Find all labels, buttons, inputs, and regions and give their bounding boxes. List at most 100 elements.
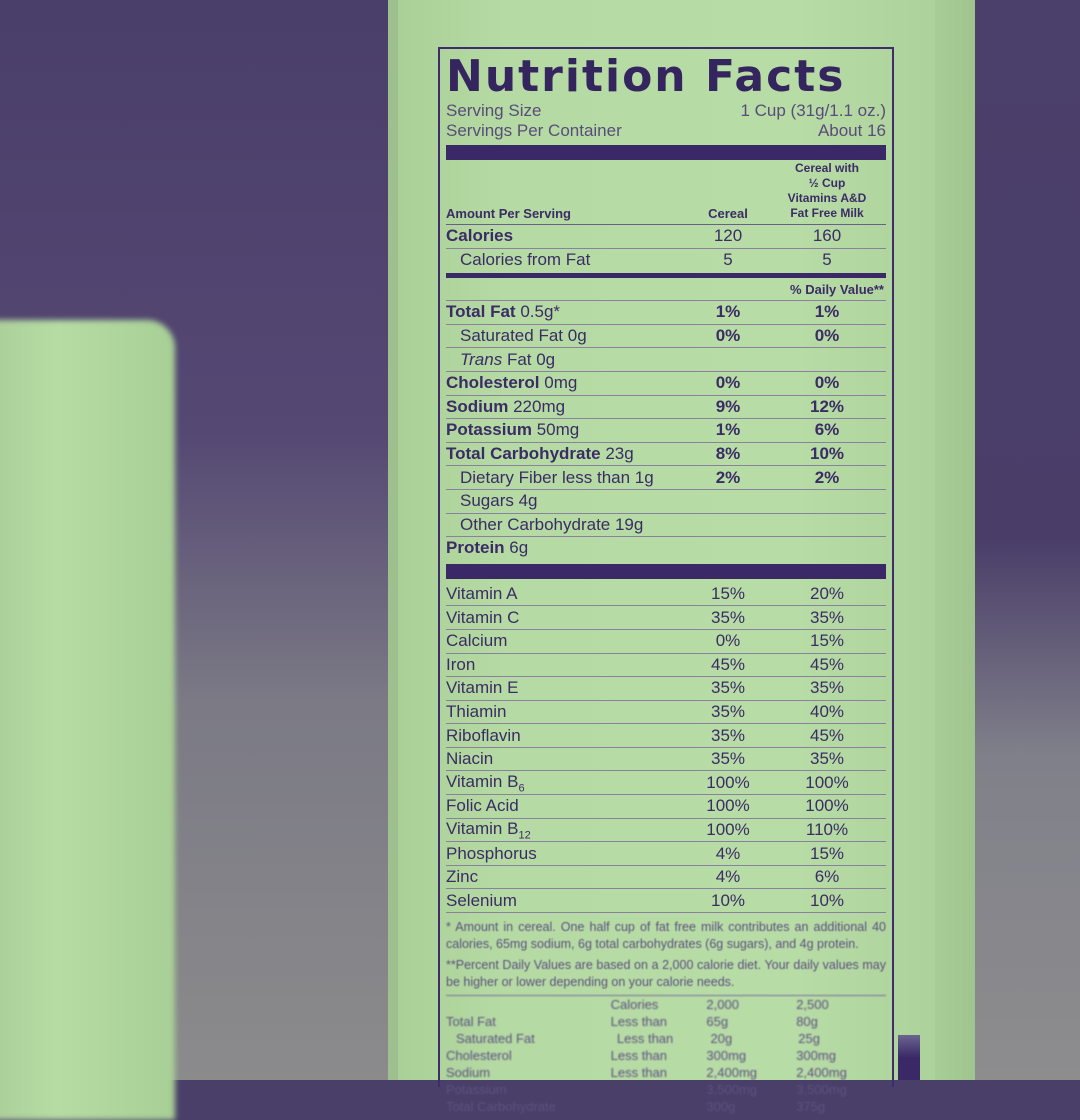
- vitamins-list: Vitamin A 15% 20% Vitamin C 35% 35% Calcium 0% 1…: [446, 583, 886, 914]
- divider-medium: [446, 273, 886, 279]
- vitamin-dv-with-milk: 35%: [809, 607, 845, 627]
- vitamin-name: Vitamin C: [446, 607, 520, 627]
- calories-from-fat-label: Calories from Fat: [460, 249, 591, 269]
- with-milk-header-line: ½ Cup: [808, 176, 846, 190]
- blurred-mug: [0, 320, 175, 1120]
- dv-table-cell: [611, 1098, 707, 1115]
- nutrient-amount: 0.5g*: [520, 302, 561, 322]
- cereal-box-left-edge: [388, 0, 398, 1080]
- nutrient-row: Other Carbohydrate 19g: [446, 514, 886, 538]
- with-milk-header-line: Cereal with: [794, 161, 860, 175]
- dv-table-cell: 3,500mg: [706, 1082, 757, 1098]
- dv-table-cell: 300mg: [796, 1048, 836, 1064]
- vitamin-dv-with-milk: 20%: [809, 584, 845, 604]
- with-milk-header-line: Vitamins A&D: [787, 191, 867, 205]
- dv-table-cell: 65g: [706, 1014, 729, 1030]
- vitamin-name: Vitamin A: [446, 584, 518, 604]
- nutrient-dv-with-milk: 12%: [809, 396, 845, 416]
- vitamin-row: Iron 45% 45%: [446, 654, 886, 678]
- dv-table-header: Calories 2,000 2,500: [446, 996, 886, 1013]
- nutrient-name-cell: Other Carbohydrate 19g: [446, 515, 688, 535]
- vitamin-dv-with-milk: 100%: [805, 772, 849, 792]
- vitamin-row: Thiamin 35% 40%: [446, 701, 886, 725]
- nutrient-row: Sodium 220mg 9% 12%: [446, 396, 886, 420]
- nutrient-name-cell: Sodium 220mg: [446, 397, 688, 417]
- nutrient-name: Cholesterol: [446, 373, 540, 393]
- dv-table-cell: 3,500mg: [796, 1082, 847, 1098]
- nutrient-amount: Fat 0g: [506, 349, 556, 369]
- nutrient-name: Sugars 4g: [460, 491, 538, 511]
- vitamin-name-cell: Vitamin B6: [446, 772, 688, 794]
- nutrient-dv-with-milk: 6%: [814, 420, 840, 440]
- nutrient-amount: 220mg: [513, 396, 566, 416]
- nutrient-name: Potassium: [446, 420, 532, 440]
- vitamin-row: Selenium 10% 10%: [446, 889, 886, 914]
- vitamin-dv-with-milk: 45%: [809, 654, 845, 674]
- servings-label: Servings Per Container: [446, 121, 622, 140]
- background-right-blur: [960, 0, 1080, 1080]
- nutrient-name: Total Fat: [446, 302, 516, 322]
- nutrient-row: Sugars 4g: [446, 490, 886, 514]
- vitamin-name-cell: Phosphorus: [446, 844, 688, 864]
- vitamin-dv-cereal: 35%: [710, 607, 746, 627]
- nutrient-amount: 0mg: [544, 373, 578, 393]
- vitamin-name-cell: Zinc: [446, 867, 688, 887]
- dv-table-cell: [611, 1081, 707, 1098]
- dv-table-cell: 25g: [798, 1031, 820, 1047]
- vitamin-row: Riboflavin 35% 45%: [446, 724, 886, 748]
- vitamin-dv-cereal: 4%: [715, 867, 741, 887]
- nutrient-name-cell: Trans Fat 0g: [446, 350, 688, 370]
- nutrient-dv-cereal: 1%: [715, 302, 741, 322]
- vitamin-dv-cereal: 10%: [710, 890, 746, 910]
- dv-table-row: Potassium 3,500mg 3,500mg: [446, 1081, 886, 1098]
- nutrient-name-cell: Potassium 50mg: [446, 420, 688, 440]
- vitamin-name: Riboflavin: [446, 725, 521, 745]
- dv-table-cell: 375g: [796, 1099, 826, 1115]
- nutrient-name: Trans: [460, 349, 503, 369]
- dv-table-cell: 2,400mg: [796, 1065, 847, 1081]
- footnotes: * Amount in cereal. One half cup of fat …: [446, 913, 886, 991]
- footnote-percent-daily-values: **Percent Daily Values are based on a 2,…: [446, 958, 886, 990]
- vitamin-name-cell: Vitamin C: [446, 608, 688, 628]
- calories-row: Calories 120 160: [446, 225, 886, 249]
- vitamin-name: Calcium: [446, 631, 508, 651]
- dv-table-cell: Less than: [610, 1065, 667, 1081]
- nutrient-name-cell: Dietary Fiber less than 1g: [446, 468, 688, 488]
- vitamin-row: Vitamin A 15% 20%: [446, 583, 886, 607]
- vitamin-name: Iron: [446, 654, 476, 674]
- calories-from-fat-with-milk: 5: [822, 249, 832, 269]
- nutrient-amount: 0g: [567, 326, 587, 346]
- vitamin-row: Vitamin B12 100% 110%: [446, 819, 886, 843]
- nutrient-name-cell: Sugars 4g: [446, 491, 688, 511]
- vitamin-dv-with-milk: 100%: [805, 796, 849, 816]
- vitamin-name-cell: Niacin: [446, 749, 688, 769]
- cereal-box-right-edge: [935, 0, 975, 1080]
- vitamin-dv-cereal: 4%: [715, 843, 741, 863]
- vitamin-dv-cereal: 100%: [706, 819, 750, 839]
- vitamin-row: Vitamin C 35% 35%: [446, 606, 886, 630]
- nutrient-name: Dietary Fiber less than 1g: [460, 467, 654, 487]
- nutrient-name-cell: Total Fat 0.5g*: [446, 302, 688, 322]
- divider-thick: [446, 145, 886, 160]
- vitamin-dv-cereal: 45%: [710, 654, 746, 674]
- dv-table-cell: Cholesterol: [446, 1048, 512, 1064]
- vitamin-dv-with-milk: 40%: [809, 701, 845, 721]
- box-edge-mark: [898, 1035, 920, 1080]
- dv-table-cell: 20g: [710, 1031, 733, 1047]
- nutrient-dv-cereal: 0%: [715, 326, 741, 346]
- vitamin-name: Vitamin B: [446, 818, 519, 838]
- nutrient-dv-with-milk: 2%: [814, 467, 840, 487]
- vitamin-dv-with-milk: 6%: [814, 867, 840, 887]
- nutrient-dv-with-milk: 1%: [814, 302, 840, 322]
- dv-table-cell: [446, 996, 611, 1013]
- vitamin-row: Zinc 4% 6%: [446, 866, 886, 890]
- nutrient-dv-cereal: 1%: [715, 420, 741, 440]
- vitamin-name-cell: Vitamin B12: [446, 819, 688, 841]
- nutrient-name: Other Carbohydrate 19g: [460, 514, 644, 534]
- dv-table-cell: 2,400mg: [706, 1065, 757, 1081]
- dv-table-row: Total Carbohydrate 300g 375g: [446, 1098, 886, 1115]
- nutrient-amount: 50mg: [536, 420, 580, 440]
- vitamin-row: Calcium 0% 15%: [446, 630, 886, 654]
- nutrient-name-cell: Protein 6g: [446, 538, 688, 558]
